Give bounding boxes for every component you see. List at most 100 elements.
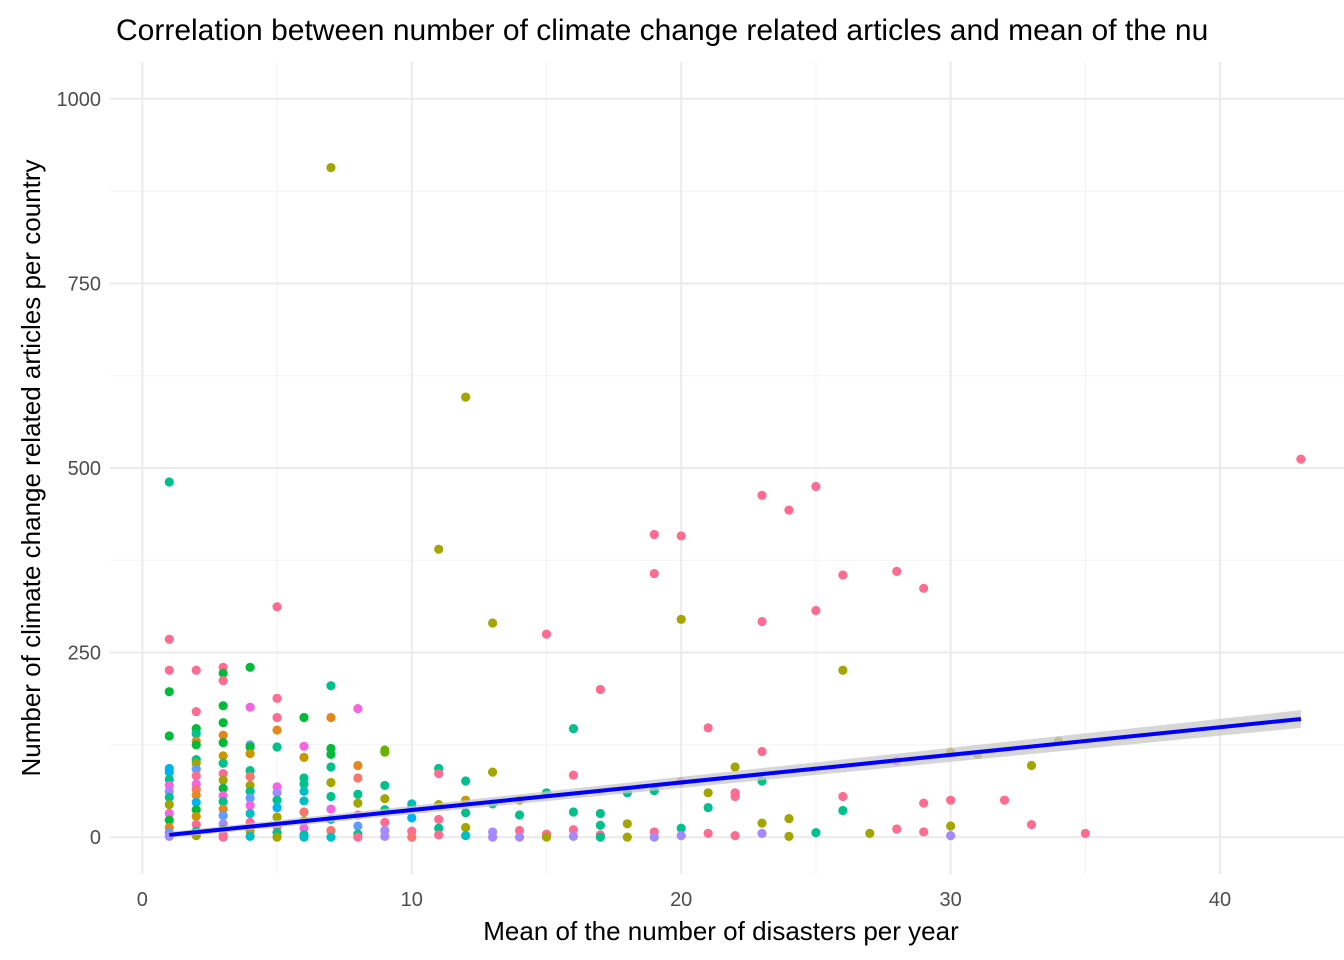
data-point: [326, 681, 336, 691]
data-point: [272, 712, 282, 723]
data-point: [272, 812, 282, 822]
data-point: [218, 769, 228, 779]
data-point: [326, 777, 336, 788]
data-point: [461, 808, 471, 818]
data-point: [164, 767, 174, 777]
data-point: [326, 162, 336, 173]
data-point: [757, 828, 767, 839]
data-point: [218, 738, 228, 748]
data-point: [299, 752, 309, 762]
data-point: [299, 779, 309, 789]
data-point: [757, 818, 767, 828]
data-point: [245, 793, 255, 803]
data-point: [326, 749, 336, 760]
data-point: [218, 797, 228, 807]
data-point: [407, 813, 417, 823]
data-point: [730, 791, 740, 802]
data-point: [838, 665, 848, 675]
minor-gridlines: [110, 62, 1344, 874]
y-tick-label: 750: [68, 273, 101, 295]
y-tick-label: 250: [68, 643, 101, 665]
data-point: [299, 823, 309, 833]
data-point: [326, 712, 336, 723]
data-point: [191, 811, 201, 822]
data-point: [487, 767, 498, 777]
y-tick-label: 500: [68, 458, 101, 480]
data-point: [191, 764, 201, 774]
data-point: [218, 718, 228, 728]
y-tick-label: 1000: [57, 89, 102, 111]
data-point: [164, 687, 174, 697]
data-point: [353, 832, 363, 842]
data-point: [191, 771, 201, 781]
data-point: [568, 825, 579, 835]
data-point: [1026, 819, 1037, 830]
data-point: [191, 740, 201, 750]
data-point: [245, 771, 255, 782]
data-point: [353, 773, 363, 783]
data-point: [380, 780, 390, 791]
data-point: [218, 751, 228, 761]
data-point: [272, 693, 282, 703]
data-point: [946, 795, 956, 805]
data-point: [380, 817, 390, 827]
data-point: [191, 665, 201, 675]
y-axis-ticks: 0 250 500 750 1000: [57, 89, 102, 849]
trend-line-group: [169, 710, 1302, 838]
data-point: [272, 795, 282, 805]
data-point: [218, 730, 228, 740]
data-point: [353, 798, 363, 808]
data-point: [730, 762, 740, 772]
data-point: [568, 723, 579, 734]
data-point: [191, 790, 201, 800]
data-point: [811, 828, 821, 838]
data-point: [757, 490, 767, 500]
data-point: [811, 481, 821, 492]
data-point: [595, 684, 605, 695]
data-point: [919, 827, 929, 837]
data-point: [272, 832, 282, 842]
data-point: [838, 791, 848, 802]
data-point: [380, 794, 390, 804]
data-point: [326, 762, 336, 772]
data-point: [245, 662, 255, 672]
data-point: [353, 760, 363, 771]
data-point: [191, 729, 201, 739]
x-tick-label: 40: [1209, 889, 1231, 911]
data-point: [461, 822, 471, 833]
data-point: [245, 808, 255, 819]
data-point: [218, 675, 228, 686]
data-point: [191, 707, 201, 717]
data-point: [272, 725, 282, 735]
data-point: [191, 805, 201, 815]
data-point: [595, 808, 605, 819]
data-point: [1080, 828, 1090, 839]
data-point: [380, 747, 390, 757]
data-point: [811, 605, 821, 616]
x-tick-label: 10: [401, 889, 423, 911]
data-point: [919, 583, 929, 593]
data-point: [353, 704, 363, 714]
data-point: [407, 832, 417, 842]
data-point: [245, 800, 255, 810]
data-point: [164, 808, 174, 819]
data-point: [191, 797, 201, 807]
data-point: [838, 805, 848, 816]
data-point: [622, 819, 632, 829]
data-point: [487, 618, 498, 628]
data-point: [434, 769, 444, 779]
data-point: [541, 629, 552, 639]
regression-line: [169, 716, 1302, 837]
data-point: [434, 544, 444, 554]
data-point: [272, 602, 282, 612]
data-point: [784, 831, 794, 841]
data-point: [218, 758, 228, 768]
data-point: [703, 723, 713, 733]
data-point: [757, 616, 767, 627]
data-point: [164, 792, 174, 802]
data-point: [326, 832, 336, 842]
data-point: [568, 770, 579, 780]
x-tick-label: 0: [137, 889, 148, 911]
x-axis-title: Mean of the number of disasters per year: [483, 916, 959, 946]
